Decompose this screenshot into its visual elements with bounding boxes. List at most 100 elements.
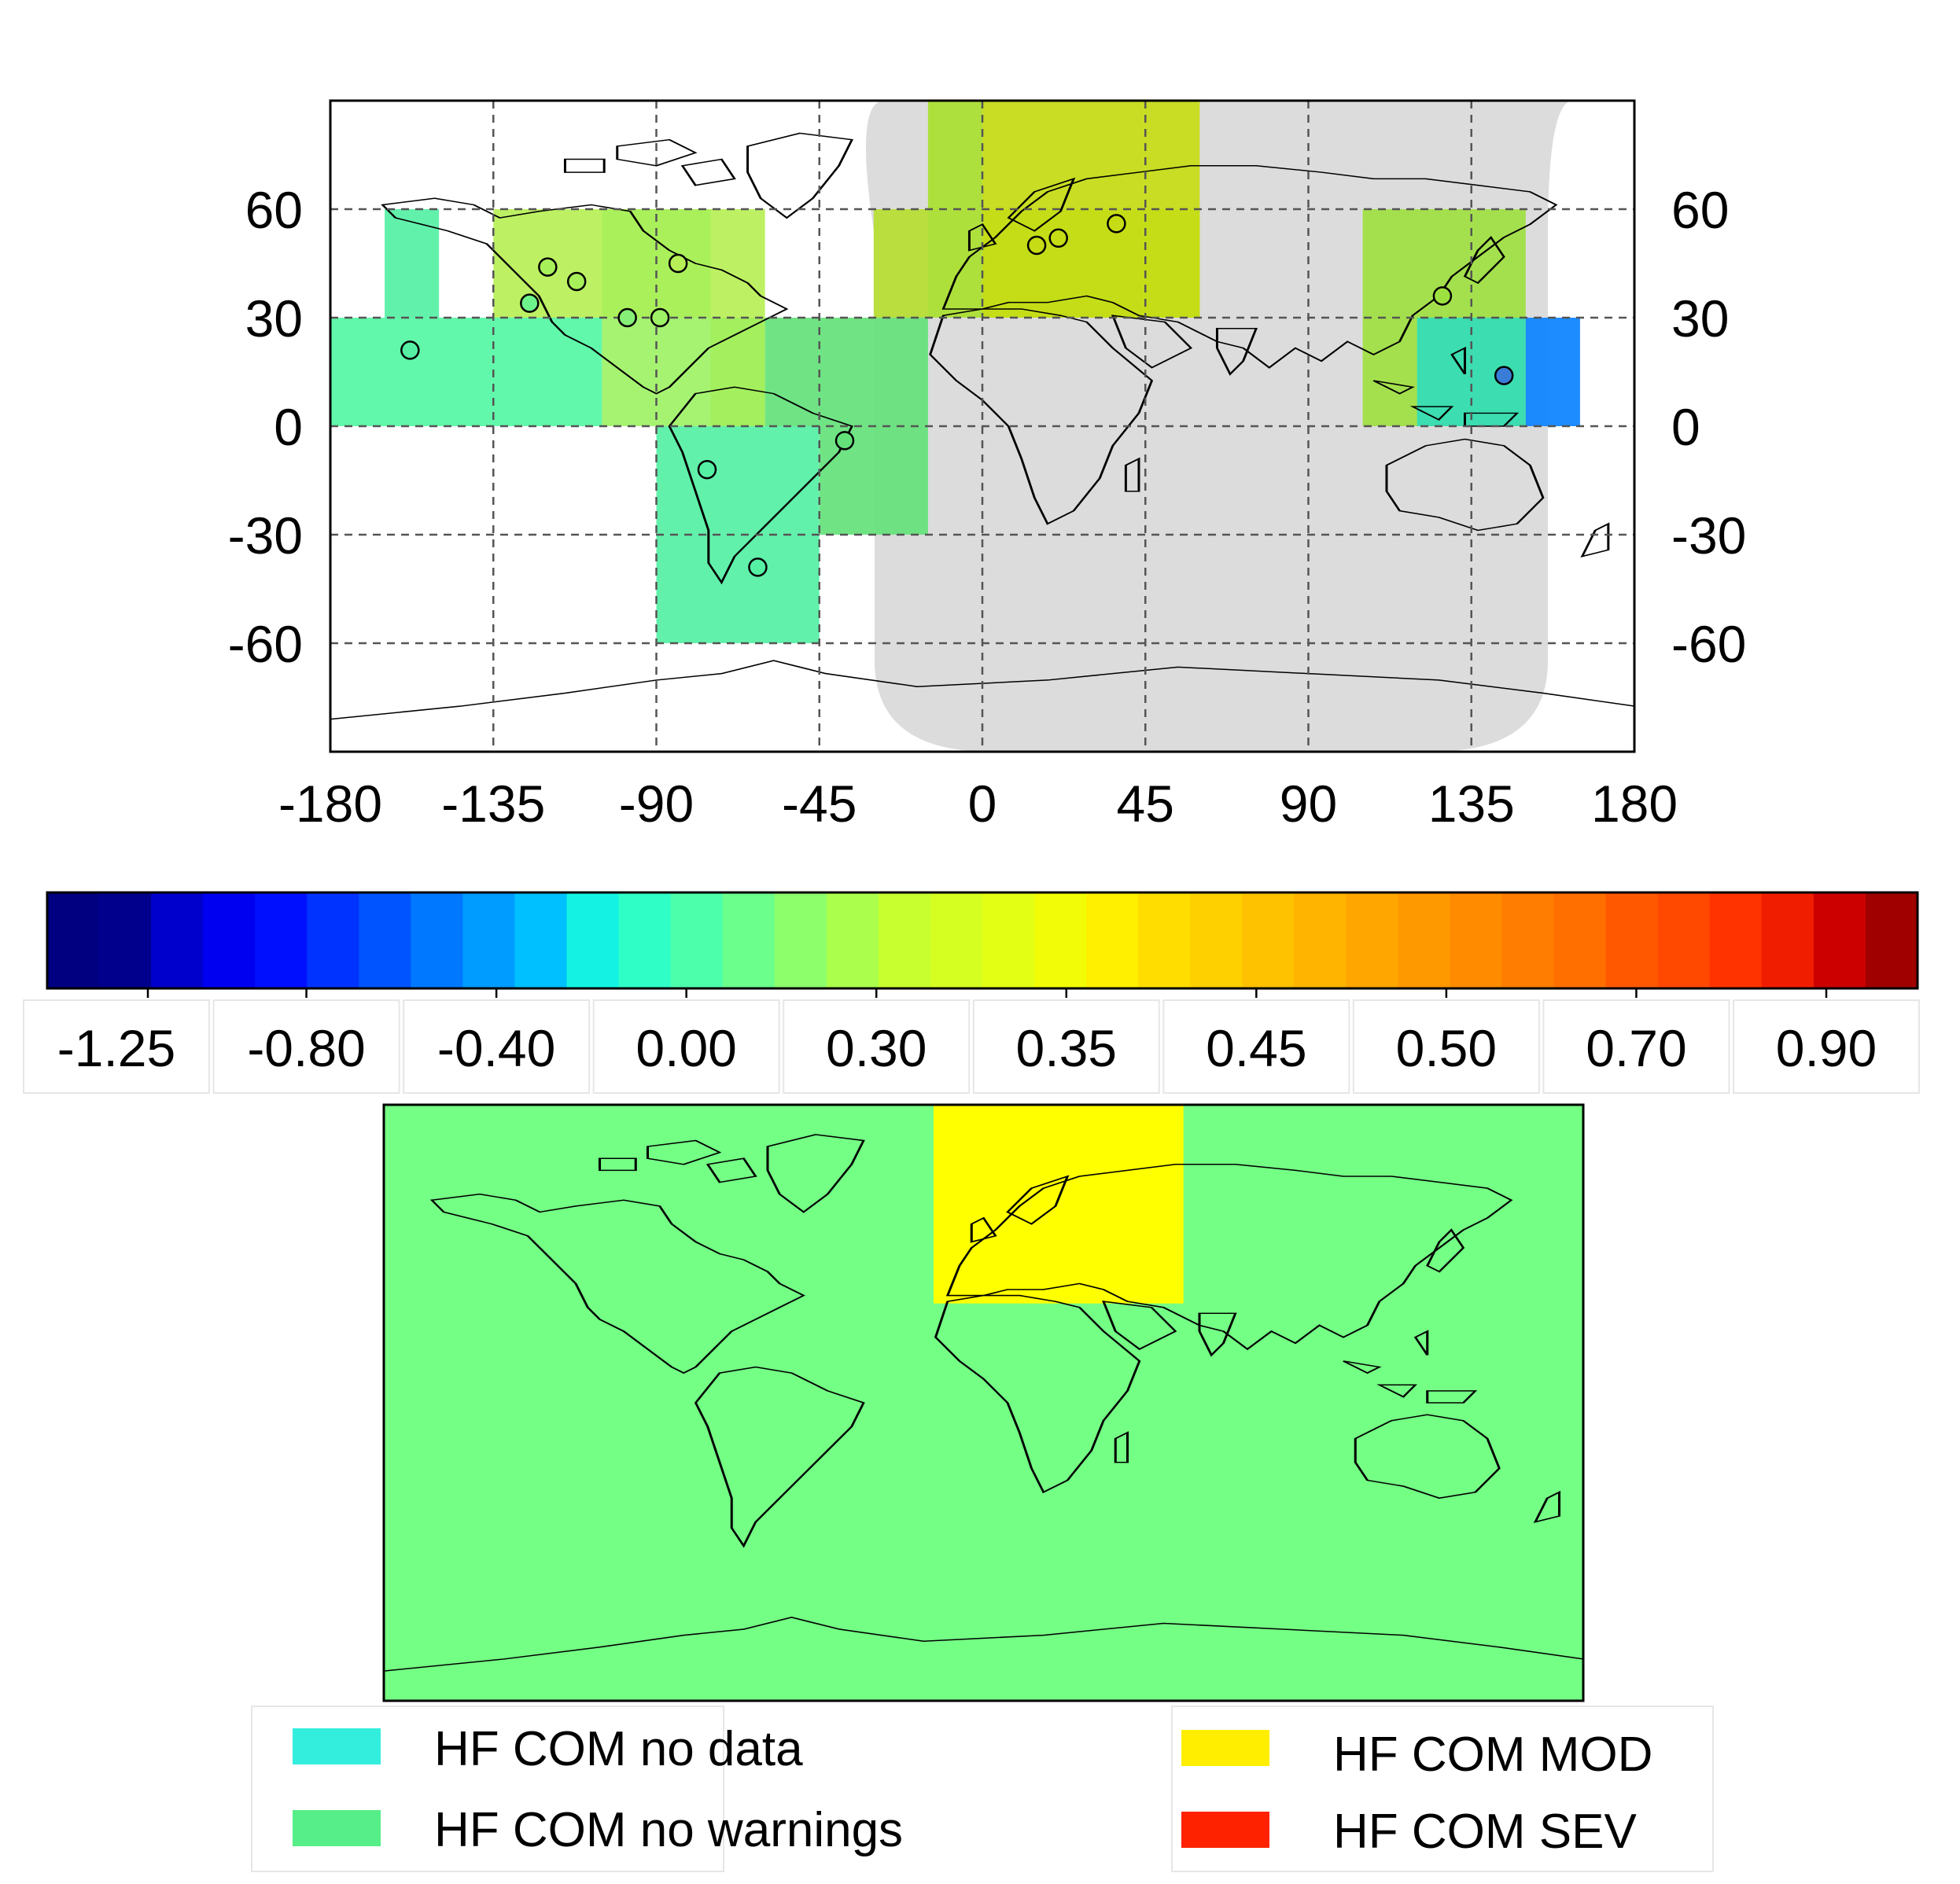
station-marker [520,293,540,313]
station-markers [400,214,1514,577]
colorbar-swatch [514,892,568,988]
colorbar-label: -0.40 [437,1019,555,1077]
station-marker [1107,214,1126,234]
colorbar: -1.25 -0.80 -0.40 0.00 0.30 0.35 0.45 0.50 0.70 0… [23,891,1920,1094]
colorbar-swatch [47,892,100,988]
station-marker [1494,366,1514,385]
lat-tick-label-left: 60 [245,181,303,239]
colorbar-swatch [99,892,152,988]
legend-label-no-data: HF COM no data [434,1722,803,1776]
lat-tick-label-left: 0 [274,398,303,456]
colorbar-swatch [411,892,464,988]
colorbar-swatch [566,892,620,988]
lat-ticks-left: 60 30 0 -30 -60 [228,181,303,673]
colorbar-swatch [1138,892,1191,988]
legend-item-no-warnings: HF COM no warnings [293,1803,903,1857]
colorbar-swatch [878,892,931,988]
alaska-cell [385,209,440,318]
legend-label-no-warnings: HF COM no warnings [434,1803,903,1857]
colorbar-swatch [1346,892,1399,988]
station-marker [697,459,717,480]
colorbar-label-box [1352,999,1540,1094]
colorbar-ticks [146,988,1828,998]
colorbar-label-box [212,999,400,1094]
colorbar-label: 0.45 [1206,1019,1306,1077]
legend-item-no-data: HF COM no data [293,1722,803,1776]
colorbar-swatch [670,892,724,988]
top-map: 60 30 0 -30 -60 60 30 0 -30 -60 -180 -135 -90 -45 0 4… [228,99,1746,833]
colorbar-swatch [307,892,359,988]
colorbar-swatch [1813,892,1866,988]
colorbar-label: 0.30 [826,1019,927,1077]
colorbar-swatch [618,892,672,988]
colorbar-label-box [23,999,210,1094]
graticule [330,101,1634,752]
colorbar-label-box [972,999,1160,1094]
colorbar-swatch [1865,892,1918,988]
colorbar-swatch [151,892,204,988]
legend-label-mod: HF COM MOD [1333,1728,1652,1782]
lon-tick-label: -45 [782,775,857,833]
colorbar-label-box [1733,999,1920,1094]
bottom-map [382,1103,1585,1702]
colorbar-label-box [1542,999,1730,1094]
lat-tick-label-left: -30 [228,506,303,565]
legend-label-sev: HF COM SEV [1333,1805,1637,1859]
colorbar-swatch [1398,892,1451,988]
colorbar-swatch [255,892,308,988]
south-america-cell [656,426,820,643]
colorbar-swatch [1501,892,1555,988]
colorbar-label: 0.70 [1586,1019,1686,1077]
station-marker [1432,286,1453,306]
colorbar-swatch [1086,892,1139,988]
colorbar-swatch [1242,892,1295,988]
station-marker [834,431,855,451]
station-marker [538,257,558,277]
colorbar-swatch [1034,892,1087,988]
colorbar-label: 0.50 [1396,1019,1497,1077]
colorbar-label-box [592,999,780,1094]
station-marker [1026,235,1047,256]
lon-tick-label: -180 [278,775,382,833]
colorbar-label: 0.00 [636,1019,736,1077]
colorbar-label: 0.35 [1016,1019,1117,1077]
colorbar-frame [46,891,1919,990]
colorbar-label: 0.90 [1776,1019,1877,1077]
colorbar-label: -1.25 [57,1019,175,1077]
legend-swatch-mod [1181,1730,1269,1766]
colorbar-swatch [722,892,776,988]
colorbar-label: -0.80 [247,1019,365,1077]
legend-item-sev: HF COM SEV [1181,1805,1637,1859]
legend: HF COM no data HF COM no warnings HF COM… [251,1706,1714,1872]
colorbar-swatch [826,892,879,988]
colorbar-swatch [930,892,983,988]
lat-tick-label-right: -30 [1671,506,1746,565]
caribbean-cell [710,318,765,426]
colorbar-swatch [1450,892,1503,988]
station-marker [1048,228,1068,248]
legend-item-mod: HF COM MOD [1181,1728,1652,1782]
lon-tick-label: 90 [1280,775,1337,833]
station-marker [748,557,768,577]
lon-tick-label: 180 [1591,775,1678,833]
legend-swatch-sev [1181,1812,1269,1848]
station-marker [617,307,637,328]
colorbar-swatch [774,892,827,988]
colorbar-label-box [403,999,591,1094]
lat-tick-label-right: -60 [1671,615,1746,673]
colorbar-swatch [1190,892,1243,988]
atlantic-north-cell [764,318,928,426]
lon-tick-label: 0 [968,775,997,833]
colorbar-swatch [462,892,516,988]
station-marker [400,340,420,360]
lat-tick-label-right: 30 [1671,289,1729,348]
hf-com-mod-region [933,1105,1184,1304]
lat-ticks-right: 60 30 0 -30 -60 [1671,181,1746,673]
lon-tick-label: -90 [619,775,694,833]
colorbar-swatch [1761,892,1814,988]
bottom-map-frame [382,1103,1585,1702]
lat-tick-label-left: 30 [245,289,303,348]
colorbar-swatch [1605,892,1659,988]
station-marker [650,307,670,328]
